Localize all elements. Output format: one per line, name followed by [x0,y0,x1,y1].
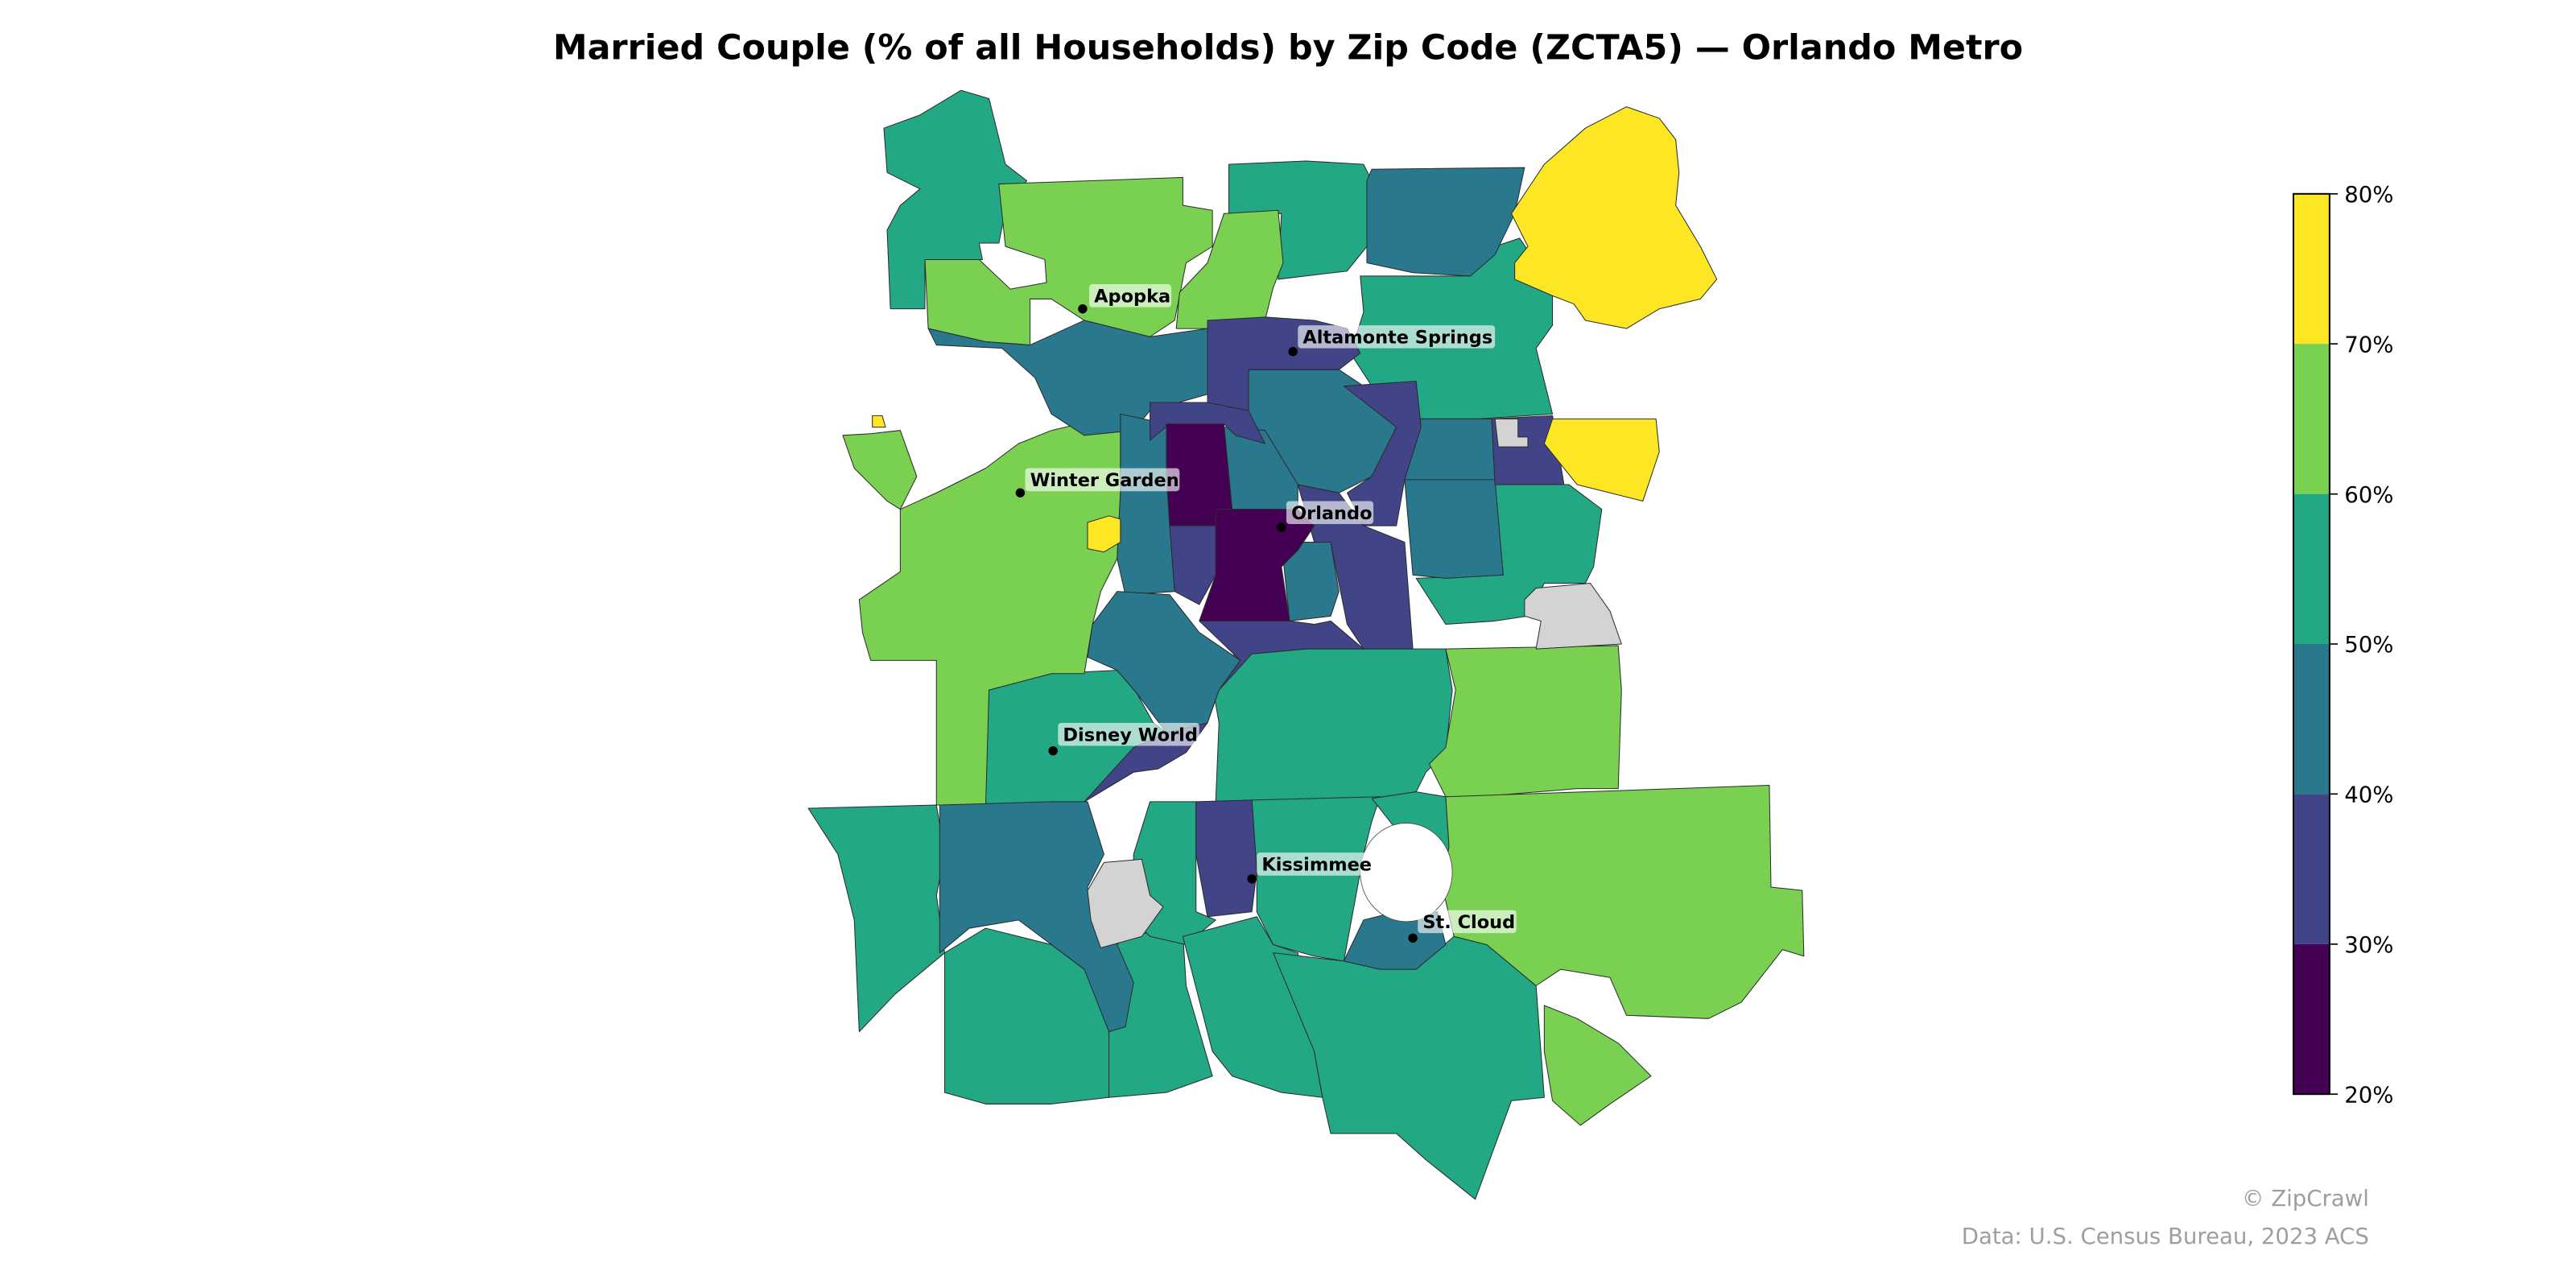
colorbar-bin [2293,644,2330,795]
colorbar-tick-label: 40% [2344,782,2393,808]
zip-zone-no-data [1087,858,1164,949]
chart-title: Married Couple (% of all Households) by … [553,27,2023,68]
colorbar: 80% 70% 60% 50% 40% 30% 20% [2292,182,2393,1108]
zip-zone [872,415,886,428]
colorbar-tick-label: 60% [2344,482,2393,508]
zip-zone [1169,525,1216,605]
city-dot-icon [1277,522,1286,532]
colorbar-tick-label: 70% [2344,332,2393,357]
zip-zone [1543,418,1660,502]
zip-zone [1543,1005,1652,1126]
zip-zone [1195,799,1257,918]
zip-zone [1429,645,1622,798]
colorbar-bin [2293,794,2330,944]
colorbar-bin [2293,193,2330,345]
city-marker-altamonte-springs: Altamonte Springs [1288,325,1496,357]
colorbar-tick-label: 30% [2344,932,2393,958]
data-source-credit: Data: U.S. Census Bureau, 2023 ACS [1962,1224,2369,1249]
city-marker-st-cloud: St. Cloud [1408,910,1517,943]
colorbar-bin [2293,493,2330,644]
zip-zone [858,413,1121,806]
colorbar-bin [2293,344,2330,494]
city-dot-icon [1288,347,1298,357]
city-markers: Apopka Altamonte Springs Winter Garden O… [1015,284,1517,943]
zip-zone-no-data [1494,418,1529,448]
colorbar-bin [2293,943,2330,1095]
colorbar-tick-label: 50% [2344,632,2393,658]
city-dot-icon [1048,745,1058,756]
city-label: Apopka [1094,287,1170,308]
zip-zone [842,430,918,510]
zip-zone [1087,515,1121,553]
city-marker-winter-garden: Winter Garden [1015,468,1180,497]
zip-zone [1366,167,1525,277]
zip-zone [1404,479,1504,579]
city-marker-orlando: Orlando [1277,501,1374,532]
city-marker-disney-world: Disney World [1048,722,1199,756]
city-dot-icon [1408,933,1418,943]
city-marker-kissimmee: Kissimmee [1247,852,1376,884]
city-label: Disney World [1063,724,1197,745]
zip-zone [939,801,1134,1033]
zip-zone [1343,380,1422,526]
zip-zone [1084,620,1364,803]
city-label: Kissimmee [1261,855,1372,876]
zip-zone [1207,648,1453,803]
city-marker-apopka: Apopka [1078,284,1172,314]
zip-zone-no-data [1524,582,1622,650]
city-dot-icon [1078,303,1088,314]
choropleth-map [807,89,1805,1200]
colorbar-tick-label: 80% [2344,182,2393,208]
city-dot-icon [1247,874,1257,884]
zip-zone [1251,796,1381,962]
city-label: Winter Garden [1030,470,1179,491]
city-label: Orlando [1291,503,1372,524]
zip-zone [1511,106,1718,329]
city-label: St. Cloud [1422,912,1515,933]
zip-zone [1150,402,1265,444]
zip-zone [883,89,1028,310]
city-dot-icon [1015,488,1026,497]
colorbar-tick-label: 20% [2344,1082,2393,1108]
zip-zone [807,804,945,1033]
copyright-credit: © ZipCrawl [2242,1186,2369,1212]
city-label: Altamonte Springs [1302,328,1492,349]
